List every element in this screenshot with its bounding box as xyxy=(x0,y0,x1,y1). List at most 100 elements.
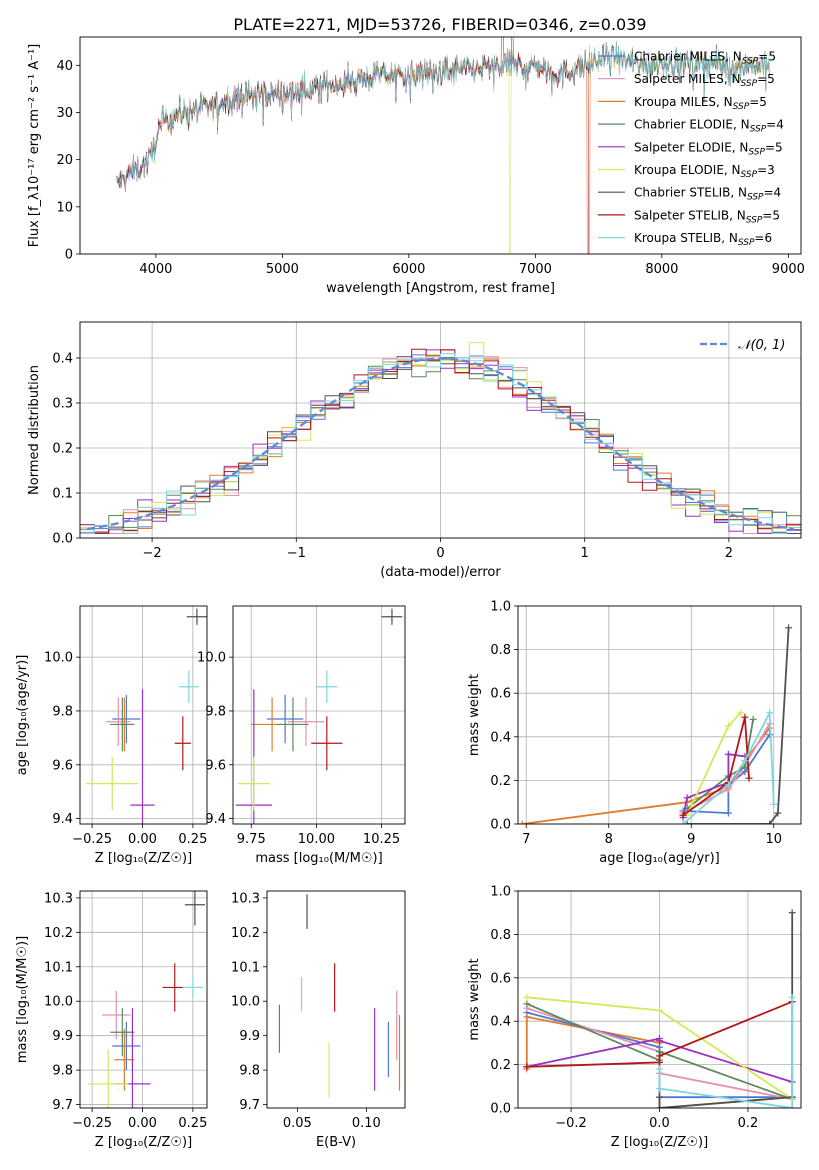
y-tick-label: 0.8 xyxy=(490,643,511,658)
legend-label-sub: SSP xyxy=(733,102,750,112)
x-tick-label: 0.05 xyxy=(283,1116,312,1131)
y-tick-label: 10.0 xyxy=(231,995,260,1010)
x-tick-label: 0.00 xyxy=(128,832,157,847)
x-tick-label: −0.2 xyxy=(555,1116,587,1131)
x-tick-label: 0.00 xyxy=(128,1116,157,1131)
legend-label-n: =5 xyxy=(765,140,783,154)
legend-label-main: Kroupa MILES, N xyxy=(634,95,733,109)
legend-label-n: =5 xyxy=(758,50,776,64)
y-tick-label: 10.1 xyxy=(44,960,73,975)
y-tick-label: 9.6 xyxy=(52,758,73,773)
histogram-series xyxy=(80,349,801,534)
x-tick-label: 4000 xyxy=(139,262,172,277)
y-tick-label: 9.4 xyxy=(52,812,73,827)
y-tick-label: 20 xyxy=(56,153,73,168)
x-tick-label: 5000 xyxy=(266,262,299,277)
legend-label-sub: SSP xyxy=(750,125,767,135)
errorbars xyxy=(235,608,403,824)
y-tick-label: 9.6 xyxy=(205,758,226,773)
x-tick-label: 1 xyxy=(581,546,589,561)
y-tick-label: 0.2 xyxy=(52,442,73,457)
y-tick-label: 9.9 xyxy=(52,1029,73,1044)
chart-mass_vs_ebv: 0.05 0.10 9.7 9.8 9.9 10.0 10.1 10.2 10.3 E(B-V) xyxy=(231,890,406,1150)
x-tick-label: 0.2 xyxy=(738,1116,759,1131)
legend-label-n: =5 xyxy=(749,95,767,109)
y-tick-label: 0.6 xyxy=(490,687,511,702)
legend-label: Chabrier ELODIE, NSSP=4 xyxy=(634,118,784,135)
legend-label-main: Chabrier MILES, N xyxy=(634,50,742,64)
errorbars xyxy=(86,608,207,824)
x-tick-label: 0 xyxy=(436,546,444,561)
y-tick-label: 10.0 xyxy=(197,651,226,666)
x-tick-label: 9000 xyxy=(772,262,805,277)
legend-label: Chabrier STELIB, NSSP=4 xyxy=(634,186,781,203)
legend-label-sub: SSP xyxy=(741,170,758,180)
legend-label: Kroupa STELIB, NSSP=6 xyxy=(634,231,772,248)
y-tick-label: 9.8 xyxy=(205,704,226,719)
y-tick-label: 1.0 xyxy=(490,885,511,900)
y-tick-label: 40 xyxy=(56,59,73,74)
y-axis-label: mass weight xyxy=(467,958,482,1040)
legend-label-main: Salpeter MILES, N xyxy=(634,72,741,86)
y-tick-label: 10.0 xyxy=(44,651,73,666)
legend-label: 𝒩(0, 1) xyxy=(738,338,785,353)
axes-frame xyxy=(517,890,802,1109)
legend-label-main: Chabrier ELODIE, N xyxy=(634,118,750,132)
legend-label-sub: SSP xyxy=(747,193,764,203)
chart-mass_vs_Z: −0.25 0.00 0.25 9.7 9.8 9.9 10.0 10.1 10.2 10.3 Z … xyxy=(15,890,208,1150)
weight-series-line xyxy=(687,627,790,824)
y-axis-label: Normed distribution xyxy=(27,365,42,495)
axes-frame xyxy=(79,605,208,825)
y-tick-label: 0.8 xyxy=(490,928,511,943)
weight-series-line xyxy=(682,716,750,817)
legend-label-n: =5 xyxy=(757,72,775,86)
legend-label-n: =5 xyxy=(762,208,780,222)
x-tick-label: 0.10 xyxy=(352,1116,381,1131)
legend-label: Chabrier MILES, NSSP=5 xyxy=(634,50,776,67)
x-tick-label: 9.75 xyxy=(237,832,266,847)
legend-label-sub: SSP xyxy=(748,147,765,157)
legend-label-main: Salpeter STELIB, N xyxy=(634,208,746,222)
y-tick-label: 0.0 xyxy=(490,1102,511,1117)
x-tick-label: 7000 xyxy=(519,262,552,277)
chart-residuals: −2 −1 0 1 2 0.0 0.1 0.2 0.3 0.4 (data-model)/error… xyxy=(27,321,802,580)
y-tick-label: 10.2 xyxy=(231,926,260,941)
x-axis-label: E(B-V) xyxy=(316,1135,356,1150)
histogram-series xyxy=(80,353,801,534)
legend-label: Salpeter STELIB, NSSP=5 xyxy=(634,208,780,225)
y-axis-label: age [log₁₀(age/yr)] xyxy=(15,655,30,776)
axes-frame xyxy=(79,890,208,1109)
spectrum-series-line xyxy=(116,49,590,254)
y-tick-label: 0.0 xyxy=(490,818,511,833)
spectrum-series-line xyxy=(116,42,770,190)
y-tick-label: 9.8 xyxy=(52,704,73,719)
legend-label-sub: SSP xyxy=(746,215,763,225)
y-tick-label: 9.4 xyxy=(205,812,226,827)
x-tick-label: −0.25 xyxy=(72,832,112,847)
legend-label: Kroupa MILES, NSSP=5 xyxy=(634,95,767,112)
weight-series-line xyxy=(658,997,794,1108)
y-axis-label: mass weight xyxy=(467,674,482,756)
y-tick-label: 0 xyxy=(65,248,73,263)
y-tick-label: 9.7 xyxy=(239,1098,260,1113)
y-tick-label: 30 xyxy=(56,106,73,121)
y-tick-label: 0.0 xyxy=(52,532,73,547)
axes-frame xyxy=(517,605,802,825)
weight-lines xyxy=(523,909,796,1108)
x-tick-label: 0.0 xyxy=(649,1116,670,1131)
x-tick-label: 8 xyxy=(605,832,613,847)
x-axis-label: age [log₁₀(age/yr)] xyxy=(599,851,720,866)
normal-curve xyxy=(87,357,794,531)
x-tick-label: 8000 xyxy=(645,262,678,277)
chart-spectrum: 4000 5000 6000 7000 8000 9000 0 10 20 30 40 wavelen… xyxy=(27,36,805,296)
chart-mass_weight_vs_age: 7 8 9 10 0.0 0.2 0.4 0.6 0.8 1.0 age [log₁₀(age/yr… xyxy=(467,600,802,866)
legend-label-main: Kroupa STELIB, N xyxy=(634,231,738,245)
y-tick-label: 9.9 xyxy=(239,1029,260,1044)
y-tick-label: 10 xyxy=(56,200,73,215)
spectrum-lines xyxy=(116,37,770,254)
axes-frame xyxy=(79,321,802,539)
y-tick-label: 9.8 xyxy=(52,1064,73,1079)
errorbars xyxy=(278,894,401,1098)
x-tick-label: 10 xyxy=(765,832,782,847)
